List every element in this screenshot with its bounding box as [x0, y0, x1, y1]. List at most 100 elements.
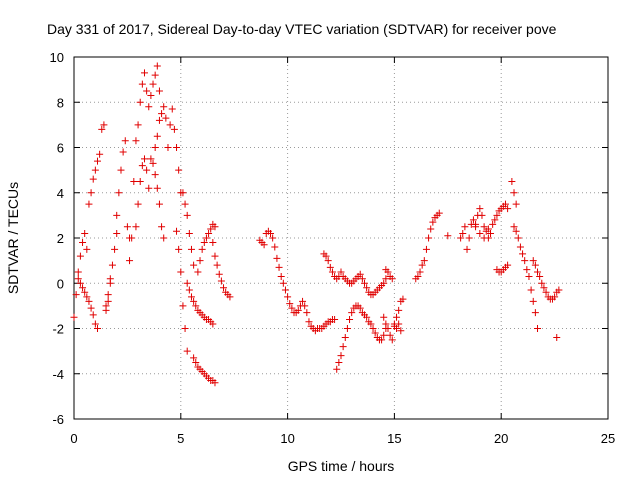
data-point — [167, 121, 174, 128]
data-point — [476, 205, 483, 212]
data-point — [182, 325, 189, 332]
data-point — [120, 149, 127, 156]
data-point — [194, 268, 201, 275]
data-point — [169, 106, 176, 113]
data-point — [346, 316, 353, 323]
data-point — [160, 103, 167, 110]
data-point — [113, 212, 120, 219]
data-point — [143, 167, 150, 174]
data-point — [338, 352, 345, 359]
data-point — [152, 171, 159, 178]
data-point — [154, 185, 161, 192]
data-point — [132, 223, 139, 230]
data-point — [534, 325, 541, 332]
y-tick-label: -6 — [52, 412, 64, 427]
data-point — [71, 314, 78, 321]
data-point — [88, 189, 95, 196]
series-pass-01 — [71, 230, 91, 321]
y-tick-label: 6 — [57, 141, 64, 156]
data-point — [199, 246, 206, 253]
data-point — [79, 239, 86, 246]
data-point — [150, 81, 157, 88]
series-pass-25 — [391, 320, 404, 334]
data-point — [521, 257, 528, 264]
data-point — [141, 69, 148, 76]
x-tick-label: 15 — [387, 431, 401, 446]
data-point — [109, 262, 116, 269]
series-pass-17 — [190, 354, 218, 386]
data-point — [126, 257, 133, 264]
data-point — [303, 309, 310, 316]
data-point — [135, 201, 142, 208]
data-point — [276, 264, 283, 271]
data-point — [90, 311, 97, 318]
data-point — [186, 230, 193, 237]
series-pass-10 — [147, 63, 163, 99]
data-point — [75, 268, 82, 275]
series-pass-05 — [103, 230, 121, 314]
data-point — [197, 257, 204, 264]
series-pass-18 — [194, 221, 218, 276]
data-point — [284, 293, 291, 300]
data-point — [184, 212, 191, 219]
series-pass-32 — [511, 223, 541, 332]
y-tick-label: -4 — [52, 367, 64, 382]
data-point — [280, 280, 287, 287]
series-pass-09 — [137, 69, 153, 110]
data-point — [513, 201, 520, 208]
series-pass-20 — [256, 228, 338, 335]
data-point — [124, 223, 131, 230]
data-point — [425, 235, 432, 242]
data-point — [532, 309, 539, 316]
data-point — [162, 115, 169, 122]
data-point — [113, 230, 120, 237]
data-point — [107, 275, 114, 282]
data-point — [147, 92, 154, 99]
y-tick-label: 4 — [57, 186, 64, 201]
data-point — [190, 262, 197, 269]
data-point — [423, 246, 430, 253]
series-pass-14 — [173, 228, 191, 355]
data-point — [182, 201, 189, 208]
data-point — [393, 314, 400, 321]
series-pass-04 — [98, 121, 114, 309]
data-point — [528, 287, 535, 294]
data-point — [464, 246, 471, 253]
data-point — [90, 176, 97, 183]
data-point — [145, 185, 152, 192]
series-pass-22 — [333, 302, 389, 372]
data-point — [511, 189, 518, 196]
data-point — [184, 280, 191, 287]
data-point — [117, 167, 124, 174]
data-point — [92, 167, 99, 174]
data-point — [158, 110, 165, 117]
data-point — [94, 158, 101, 165]
y-tick-label: 0 — [57, 276, 64, 291]
x-tick-label: 0 — [70, 431, 77, 446]
data-point — [139, 162, 146, 169]
data-point — [111, 246, 118, 253]
data-point — [85, 201, 92, 208]
data-point — [173, 144, 180, 151]
data-point — [395, 307, 402, 314]
data-point — [342, 334, 349, 341]
series-pass-02 — [75, 275, 101, 332]
data-point — [530, 298, 537, 305]
y-axis-title: SDTVAR / TECUs — [5, 182, 21, 294]
data-point — [175, 246, 182, 253]
series-pass-13 — [164, 106, 184, 197]
series-pass-21 — [320, 250, 391, 298]
data-point — [515, 235, 522, 242]
data-point — [466, 235, 473, 242]
data-point — [508, 178, 515, 185]
series-pass-19 — [209, 239, 233, 300]
data-point — [122, 137, 129, 144]
data-point — [152, 72, 159, 79]
y-tick-label: 8 — [57, 95, 64, 110]
data-point — [130, 178, 137, 185]
data-point — [143, 87, 150, 94]
series-pass-06 — [113, 137, 133, 241]
data-point — [137, 178, 144, 185]
grid-lines — [74, 57, 608, 419]
data-point — [519, 250, 526, 257]
